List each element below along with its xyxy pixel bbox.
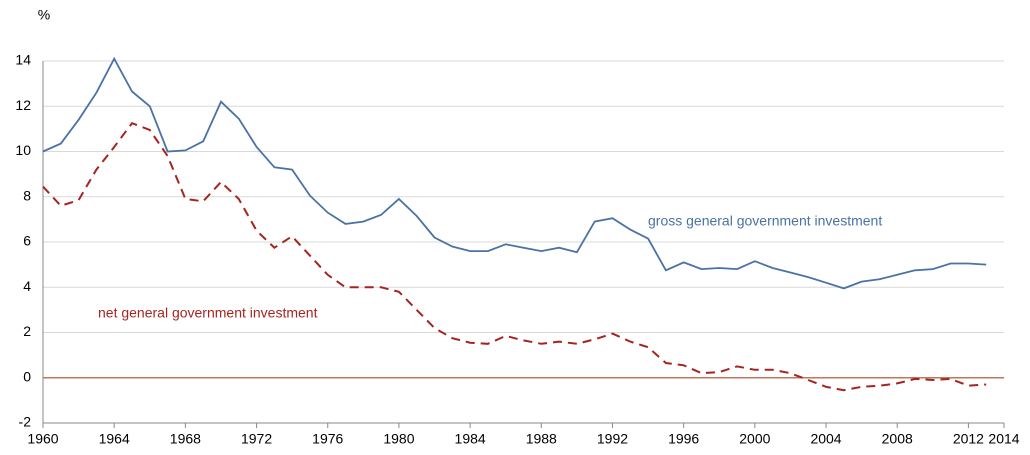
series-line	[42, 121, 987, 392]
series-label: net general government investment	[98, 305, 318, 321]
y-tick-label: 0	[23, 368, 31, 384]
x-tick-label: 1984	[455, 431, 486, 447]
x-tick-label: 1964	[99, 431, 130, 447]
x-tick-label: 1980	[383, 431, 414, 447]
y-tick-label: 2	[23, 323, 31, 339]
y-tick-label: 12	[15, 97, 31, 113]
x-tick-label: 2004	[810, 431, 841, 447]
x-tick-label: 1972	[241, 431, 272, 447]
x-tick-label: 2014	[988, 431, 1019, 447]
y-tick-label: -2	[19, 414, 32, 430]
x-tick-label: 1992	[597, 431, 628, 447]
x-tick-label: 1968	[170, 431, 201, 447]
y-tick-label: 14	[15, 52, 31, 68]
y-unit: %	[38, 7, 50, 23]
x-tick-label: 1976	[312, 431, 343, 447]
x-tick-label: 2000	[739, 431, 770, 447]
x-tick-label: 2008	[882, 431, 913, 447]
y-tick-label: 6	[23, 233, 31, 249]
y-tick-label: 10	[15, 142, 31, 158]
x-tick-label: 1996	[668, 431, 699, 447]
series-label: gross general government investment	[648, 213, 882, 229]
y-tick-label: 8	[23, 187, 31, 203]
x-tick-label: 1960	[27, 431, 58, 447]
x-tick-label: 2012	[953, 431, 984, 447]
x-tick-label: 1988	[526, 431, 557, 447]
y-tick-label: 4	[23, 278, 31, 294]
series-line	[42, 56, 987, 290]
